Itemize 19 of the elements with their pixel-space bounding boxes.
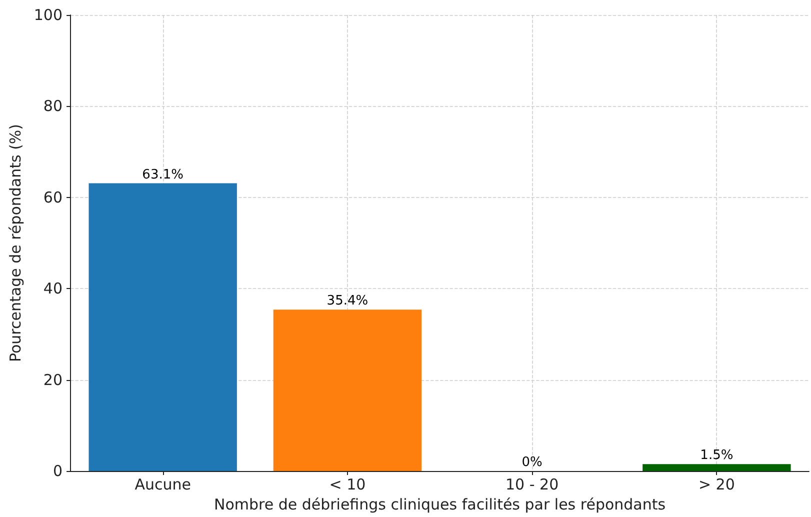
- data-label: 63.1%: [142, 167, 184, 182]
- data-label: 1.5%: [700, 448, 734, 464]
- bar: [88, 183, 237, 471]
- x-tick-label: 10 - 20: [506, 476, 559, 494]
- data-label: 35.4%: [326, 294, 368, 309]
- y-tick-label: 0: [52, 462, 63, 480]
- y-tick-label: 40: [43, 280, 63, 298]
- bar: [642, 464, 791, 471]
- bar: [273, 310, 422, 471]
- x-axis-title: Nombre de débriefings cliniques facilités par les répondants: [214, 496, 666, 514]
- y-tick-label: 100: [34, 6, 63, 24]
- y-tick-label: 60: [43, 188, 63, 206]
- x-tick-label: > 20: [698, 476, 735, 494]
- y-tick-label: 20: [43, 370, 63, 389]
- x-tick-label: < 10: [329, 476, 366, 494]
- x-tick-label: Aucune: [134, 476, 191, 494]
- y-axis-title: Pourcentage de répondants (%): [6, 124, 24, 362]
- y-tick-label: 80: [43, 97, 63, 116]
- data-label: 0%: [522, 455, 542, 470]
